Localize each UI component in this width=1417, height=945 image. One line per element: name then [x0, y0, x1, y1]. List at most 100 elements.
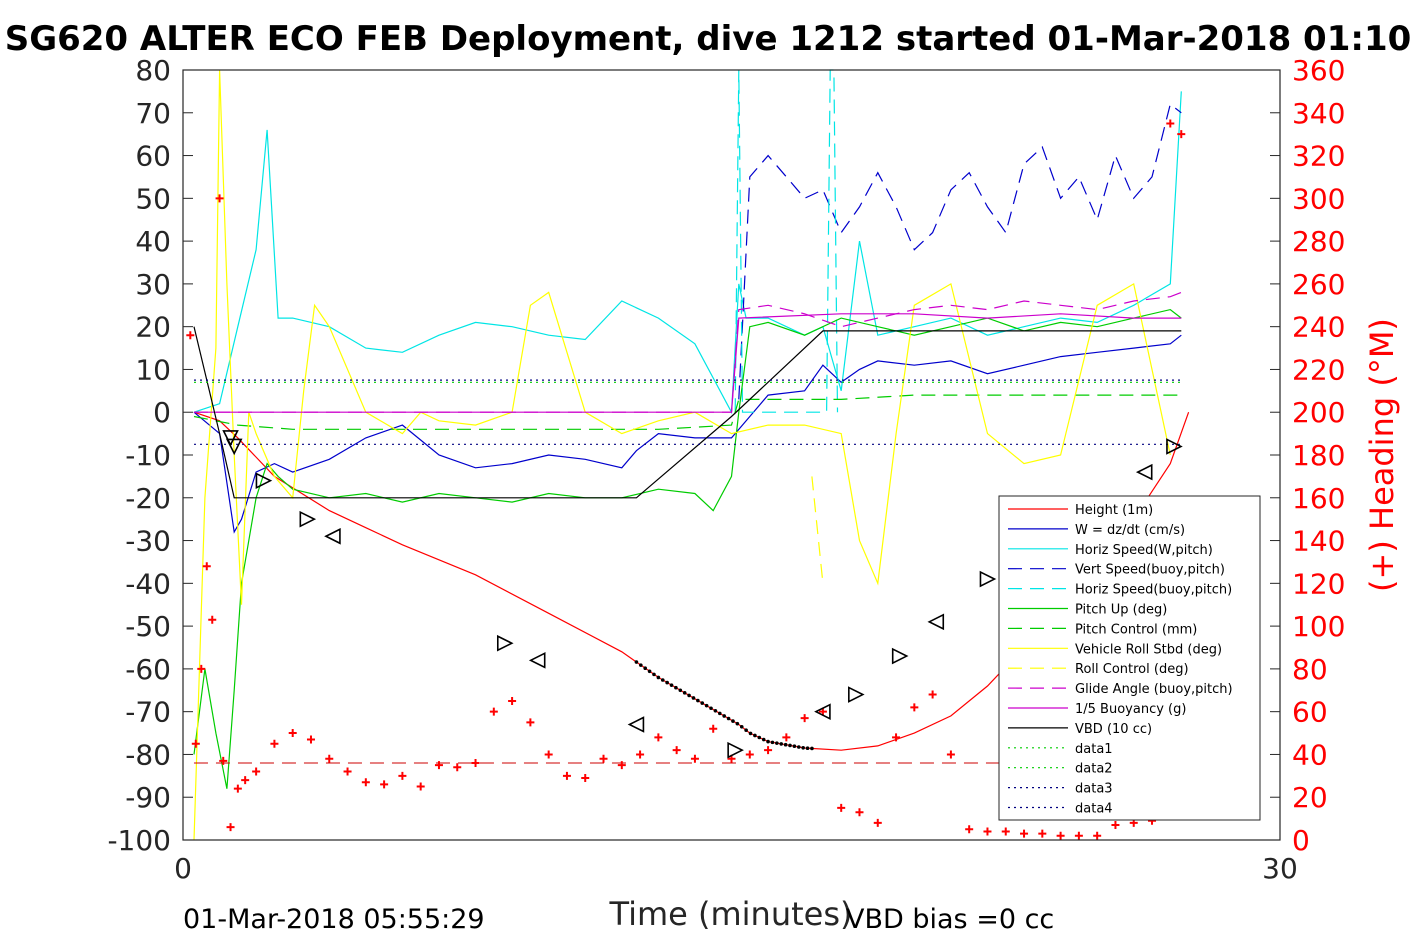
- apogee-dot: [770, 740, 775, 745]
- y-tick-label: -20: [125, 482, 171, 515]
- left-axis: 80 70 60 50 40 30 20 10 0 -10 -20 -30 -40 -50 -60 -70 -8…: [107, 54, 193, 857]
- triangle-marker: [528, 652, 546, 669]
- heading-marker: [764, 746, 773, 755]
- triangle-marker: [927, 613, 945, 631]
- heading-marker: [241, 776, 250, 785]
- chart-legend: Height (1m) W = dz/dt (cm/s) Horiz Speed(W…: [998, 495, 1261, 821]
- apogee-dot: [805, 746, 810, 750]
- triangle-marker: [324, 527, 341, 545]
- legend-label: Roll Control (deg): [1075, 662, 1189, 677]
- heading-marker: [581, 773, 590, 782]
- apogee-dot: [643, 666, 648, 671]
- triangle-marker: [979, 570, 997, 588]
- triangle-marker: [891, 647, 909, 665]
- apogee-dot: [634, 660, 639, 664]
- triangle-marker: [299, 510, 317, 528]
- triangle-marker: [627, 716, 645, 733]
- y-right-tick-label: 200: [1292, 396, 1345, 429]
- heading-marker: [380, 780, 389, 789]
- x-tick-label: 0: [174, 852, 192, 885]
- series-line-w-dz-dt-cm-s-: [193, 334, 1182, 534]
- heading-marker: [191, 739, 200, 748]
- heading-marker: [1111, 821, 1120, 830]
- y-right-tick-label: 120: [1292, 567, 1345, 600]
- heading-marker: [471, 759, 480, 767]
- series-line-pitch-up-deg-: [193, 308, 1182, 789]
- vbd-bias-label: VBD bias =0 cc: [846, 904, 1054, 935]
- legend-label: 1/5 Buoyancy (g): [1075, 702, 1186, 717]
- marker-layer: [222, 430, 1183, 759]
- heading-marker: [910, 703, 919, 712]
- heading-marker: [654, 733, 663, 742]
- heading-marker: [226, 823, 235, 832]
- x-axis: 0 30: [174, 830, 1298, 885]
- series-line-vert-speed-buoy-pitch-: [738, 103, 1182, 400]
- apogee-dot: [731, 719, 735, 723]
- heading-marker: [782, 733, 791, 742]
- y-right-tick-label: 80: [1292, 653, 1328, 686]
- apogee-dot: [739, 724, 744, 729]
- series-line-roll-control-deg-: [811, 476, 824, 584]
- x-tick-label: 30: [1262, 852, 1298, 885]
- triangle-marker: [255, 472, 273, 489]
- heading-marker: [233, 784, 242, 793]
- apogee-dot: [753, 733, 757, 738]
- heading-marker: [361, 778, 370, 787]
- apogee-dot: [669, 683, 674, 687]
- y-right-tick-label: 360: [1292, 54, 1345, 87]
- apogee-dot: [704, 703, 709, 708]
- y-tick-label: -90: [125, 781, 171, 814]
- heading-marker: [1056, 831, 1065, 840]
- apogee-dot: [744, 728, 748, 733]
- heading-marker: [1093, 831, 1102, 840]
- y-tick-label: -10: [125, 439, 171, 472]
- apogee-dot: [647, 669, 652, 674]
- y-tick-label: 70: [135, 97, 171, 130]
- apogee-dot: [665, 680, 669, 685]
- y-tick-label: 20: [135, 311, 171, 344]
- apogee-dot: [748, 731, 753, 736]
- legend-label: Vehicle Roll Stbd (deg): [1075, 642, 1222, 657]
- y-tick-label: -30: [125, 525, 171, 558]
- y-tick-label: 40: [135, 225, 171, 258]
- legend-label: Horiz Speed(W,pitch): [1075, 543, 1213, 558]
- legend-label: Pitch Up (deg): [1075, 603, 1167, 618]
- apogee-dot: [783, 742, 788, 747]
- apogee-dot: [779, 742, 784, 746]
- heading-marker: [928, 690, 937, 699]
- heading-marker: [965, 825, 974, 834]
- triangle-marker: [814, 703, 831, 720]
- heading-marker: [1177, 130, 1186, 139]
- y-tick-label: 60: [135, 140, 171, 173]
- apogee-dot: [766, 739, 770, 744]
- heading-marker: [1020, 829, 1029, 838]
- heading-marker: [672, 746, 681, 755]
- legend-label: data4: [1075, 802, 1113, 817]
- heading-marker: [416, 782, 425, 791]
- apogee-dot: [682, 691, 687, 695]
- apogee-dot: [660, 678, 665, 682]
- heading-marker: [202, 562, 211, 571]
- legend-label: Glide Angle (buoy,pitch): [1075, 682, 1233, 697]
- y-tick-label: 80: [135, 54, 171, 87]
- heading-marker: [1074, 831, 1083, 840]
- heading-marker: [215, 194, 224, 203]
- triangle-marker: [1135, 463, 1153, 481]
- y-right-tick-label: 260: [1292, 268, 1345, 301]
- y-right-tick-label: 280: [1292, 225, 1345, 258]
- heading-marker: [617, 761, 626, 770]
- series-line-vbd-10-cc-: [193, 326, 1182, 499]
- y-tick-label: -80: [125, 738, 171, 771]
- apogee-dot: [691, 696, 696, 700]
- y-right-tick-label: 240: [1292, 311, 1345, 344]
- apogee-dot: [792, 744, 797, 749]
- heading-marker: [1166, 119, 1175, 128]
- apogee-dot: [775, 741, 779, 745]
- apogee-dot: [801, 745, 805, 750]
- heading-marker: [690, 754, 699, 763]
- y-right-tick-label: 180: [1292, 439, 1345, 472]
- heading-marker: [946, 750, 955, 759]
- apogee-dot: [735, 721, 740, 726]
- triangle-marker: [496, 634, 514, 652]
